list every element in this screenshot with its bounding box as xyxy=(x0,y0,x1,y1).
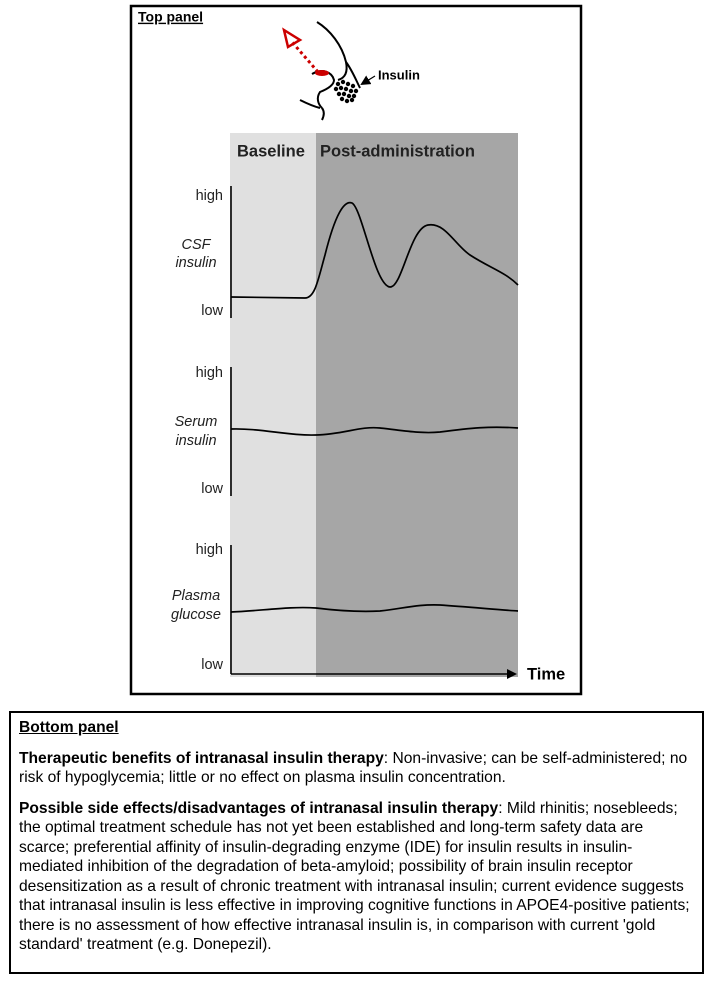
plot-label: CSF xyxy=(182,237,212,253)
high-label: high xyxy=(196,365,223,381)
low-label: low xyxy=(201,481,223,497)
phase-label: Baseline xyxy=(237,142,305,160)
panel-label: Top panel xyxy=(138,9,203,25)
baseline-region xyxy=(230,133,316,677)
insulin-pointer xyxy=(360,75,376,86)
plot-label: Plasma xyxy=(172,588,220,604)
plot-label: insulin xyxy=(175,255,216,271)
high-label: high xyxy=(196,188,223,204)
paragraph-heading: Possible side effects/disadvantages of i… xyxy=(19,799,499,817)
paragraph-text: : Mild rhinitis; nosebleeds; the optimal… xyxy=(19,799,690,954)
paragraph: Possible side effects/disadvantages of i… xyxy=(19,799,694,955)
high-label: high xyxy=(196,542,223,558)
phase-label: Post-administration xyxy=(320,142,475,160)
insulin-particles xyxy=(333,79,359,104)
plot-label: Serum xyxy=(175,414,218,430)
paragraph-heading: Therapeutic benefits of intranasal insul… xyxy=(19,749,384,767)
post-administration-region xyxy=(316,133,518,677)
paragraph: Therapeutic benefits of intranasal insul… xyxy=(19,749,694,788)
illustration-label: Insulin xyxy=(378,67,420,82)
panel-label: Bottom panel xyxy=(19,719,119,736)
top-panel: Top panel Insulin Baseline Post-administ… xyxy=(129,4,583,696)
bottom-panel: Bottom panel Therapeutic benefits of int… xyxy=(9,711,704,974)
paragraph-text: : Non-invasive; can be self-administered… xyxy=(19,749,688,787)
glucose-curve xyxy=(230,603,519,613)
serum-curve xyxy=(230,426,519,436)
x-axis-label: Time xyxy=(527,665,565,683)
low-label: low xyxy=(201,303,223,319)
spray-arrow xyxy=(290,41,320,73)
plot-label: glucose xyxy=(171,607,221,623)
spray-arrowhead xyxy=(282,27,303,49)
csf-curve xyxy=(230,201,519,299)
plot-label: insulin xyxy=(175,433,216,449)
low-label: low xyxy=(201,657,223,673)
